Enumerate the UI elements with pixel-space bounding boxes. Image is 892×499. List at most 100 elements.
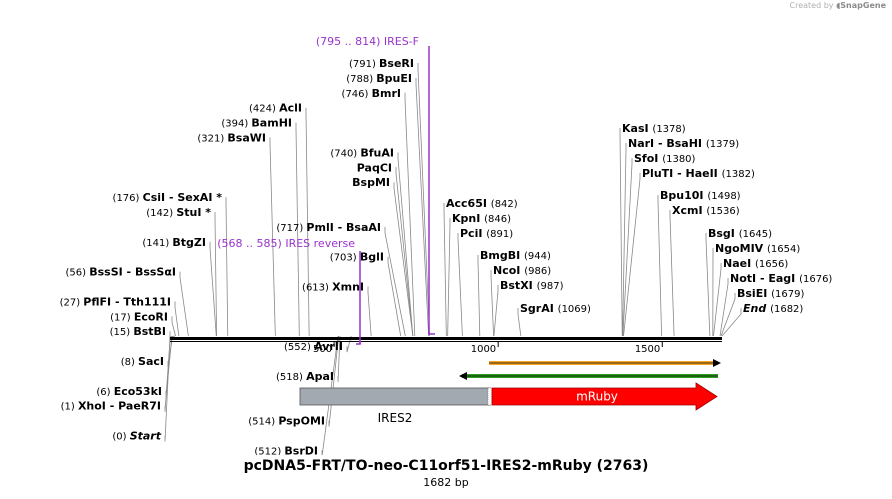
- site-label-bpu10i: Bpu10I (1498): [660, 189, 741, 202]
- primer-label: (795 .. 814) IRES-F: [316, 35, 419, 48]
- site-connector: [179, 271, 189, 337]
- restriction-site: NaeI (1656): [723, 257, 788, 270]
- restriction-site: (321) BsaWI: [197, 132, 266, 145]
- site-label-bsiei: BsiEI (1679): [737, 287, 804, 300]
- site-connector: [657, 195, 663, 337]
- map-subtitle: 1682 bp: [423, 476, 469, 489]
- site-connector: [174, 301, 180, 337]
- site-label-ecori: (17) EcoRI: [110, 310, 168, 323]
- restriction-site: (27) PflFI - Tth111I: [60, 295, 171, 308]
- site-connector: [477, 255, 481, 337]
- site-labels: (791) BseRI (788) BpuEI (746) BmrI (424) Ac…: [60, 57, 833, 455]
- feature-ires2: IRES2: [299, 387, 493, 425]
- primer-ires-f: (795 .. 814) IRES-F: [316, 35, 435, 335]
- site-label-bstxi: BstXI (987): [500, 279, 564, 292]
- site-label-bsawi: (321) BsaWI: [197, 132, 266, 145]
- site-connector: [457, 233, 463, 337]
- site-label-pspomi: (514) PspOMI: [248, 415, 325, 428]
- site-connector: [393, 182, 414, 337]
- site-label-bpuei: (788) BpuEI: [346, 72, 412, 85]
- site-label-nari: NarI - BsaHI (1379): [628, 137, 739, 150]
- orf-arrowhead: [713, 359, 721, 367]
- site-connector: [622, 158, 633, 337]
- restriction-site: (1) XhoI - PaeR7I: [61, 400, 161, 413]
- site-connector: [225, 197, 229, 337]
- site-connector: [517, 308, 522, 337]
- site-connector: [705, 233, 711, 337]
- site-connector: [417, 63, 430, 337]
- restriction-site: (791) BseRI: [349, 57, 414, 70]
- orf-reverse: [459, 372, 718, 380]
- site-connector: [305, 107, 310, 337]
- restriction-site: (56) BssSI - BssSαI: [66, 266, 177, 279]
- site-connector: [713, 263, 722, 337]
- site-label-start: (0) Start: [112, 430, 161, 443]
- restriction-site: End (1682): [743, 302, 803, 315]
- site-label-bsgi: BsgI (1645): [708, 227, 772, 240]
- ires2-box: [299, 387, 491, 406]
- site-label-sgrai: SgrAI (1069): [520, 302, 591, 315]
- site-label-noti: NotI - EagI (1676): [730, 272, 832, 285]
- site-connector: [337, 335, 341, 382]
- restriction-site: KpnI (846): [452, 212, 511, 225]
- site-label-bsssi: (56) BssSI - BssSαI: [66, 266, 177, 279]
- dna-backbone: [170, 337, 722, 342]
- site-label-bfuai: (740) BfuAI: [330, 146, 394, 159]
- restriction-site: NarI - BsaHI (1379): [628, 137, 739, 150]
- site-connector: [447, 218, 451, 337]
- restriction-site: (740) BfuAI: [330, 146, 394, 159]
- restriction-site: PaqCI: [357, 161, 392, 174]
- restriction-site: (394) BamHI: [221, 117, 292, 130]
- orf-forward: [489, 359, 721, 367]
- site-label-pcii: PciI (891): [460, 227, 513, 240]
- site-label-naei: NaeI (1656): [723, 257, 788, 270]
- site-connector: [328, 335, 340, 427]
- site-connector: [720, 293, 736, 337]
- snapgene-logo-icon: ◖: [836, 1, 841, 10]
- restriction-site: BsgI (1645): [708, 227, 772, 240]
- primer-ires-reverse: (568 .. 585) IRES reverse: [217, 237, 361, 345]
- site-connector: [619, 128, 623, 337]
- restriction-site: (176) CsiI - SexAI *: [113, 191, 223, 204]
- site-label-xhoi: (1) XhoI - PaeR7I: [61, 400, 161, 413]
- site-label-bspmi: BspMI: [352, 176, 390, 189]
- ruler-tick-label: 1500: [635, 344, 660, 355]
- site-connector: [164, 335, 171, 442]
- backbone-strand: [170, 341, 722, 342]
- restriction-site: KasI (1378): [622, 122, 686, 135]
- site-connector: [719, 278, 729, 337]
- primer-label: (568 .. 585) IRES reverse: [217, 237, 355, 250]
- features: IRES2 mRuby: [299, 382, 718, 425]
- site-connector: [387, 256, 402, 337]
- site-label-paqci: PaqCI: [357, 161, 392, 174]
- restriction-site: Acc65I (842): [446, 197, 518, 210]
- restriction-site: (0) Start: [112, 430, 161, 443]
- backbone-strand: [170, 337, 722, 340]
- mruby-label: mRuby: [576, 390, 618, 404]
- site-label-eco53ki: (6) Eco53kI: [96, 385, 162, 398]
- restriction-site: (717) PmlI - BsaAI: [276, 221, 381, 234]
- site-connector: [367, 286, 372, 337]
- site-label-bstbi: (15) BstBI: [110, 325, 166, 338]
- restriction-site: NgoMIV (1654): [715, 242, 800, 255]
- restriction-site: (788) BpuEI: [346, 72, 412, 85]
- site-connector: [669, 210, 675, 337]
- restriction-site: NcoI (986): [493, 264, 551, 277]
- site-label-acc65i: Acc65I (842): [446, 197, 518, 210]
- mruby-arrow: [491, 382, 718, 411]
- site-label-bmri: (746) BmrI: [342, 87, 401, 100]
- site-label-pluti: PluTI - HaeII (1382): [642, 167, 755, 180]
- restriction-site: (142) StuI *: [146, 206, 211, 219]
- site-connector: [395, 167, 414, 337]
- site-connector: [415, 77, 430, 337]
- site-label-kasi: KasI (1378): [622, 122, 686, 135]
- site-label-ncoi: NcoI (986): [493, 264, 551, 277]
- site-label-bmgbi: BmgBI (944): [480, 249, 551, 262]
- restriction-site: BspMI: [352, 176, 390, 189]
- restriction-site: SgrAI (1069): [520, 302, 591, 315]
- ruler: 500 1000 1500: [313, 341, 663, 355]
- ruler-tick-label: 1000: [471, 344, 496, 355]
- plasmid-map: (791) BseRI (788) BpuEI (746) BmrI (424) Ac…: [60, 35, 833, 455]
- site-lines: [164, 63, 742, 455]
- site-connector: [209, 241, 217, 337]
